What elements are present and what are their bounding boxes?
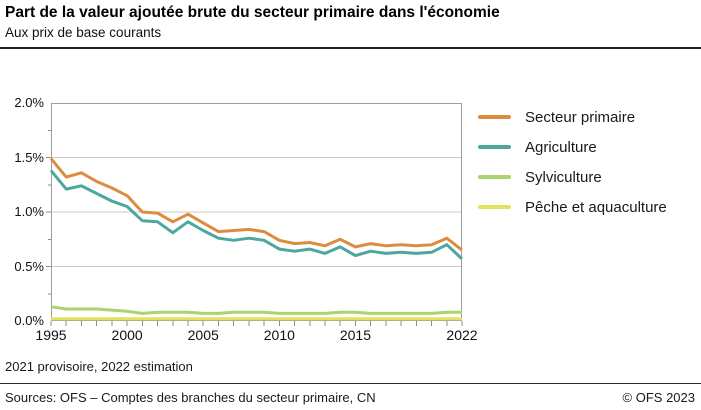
chart-footnote: 2021 provisoire, 2022 estimation: [5, 359, 193, 374]
line-secteur_primaire: [49, 157, 463, 252]
line-sylviculture: [50, 305, 462, 315]
legend-item-sylviculture: Sylviculture: [478, 162, 667, 192]
plot-area: [46, 103, 464, 326]
page-title: Part de la valeur ajoutée brute du secte…: [5, 4, 500, 21]
y-axis-label: 2.0%: [14, 95, 44, 110]
legend-label: Sylviculture: [525, 168, 602, 186]
header-divider: [0, 47, 701, 49]
legend-swatch-agriculture: [478, 145, 511, 149]
legend-label: Pêche et aquaculture: [525, 198, 667, 216]
x-axis-label: 2022: [446, 327, 478, 343]
sources-text: Sources: OFS – Comptes des branches du s…: [5, 390, 376, 405]
legend-label: Secteur primaire: [525, 108, 636, 126]
x-axis-label: 2010: [263, 327, 295, 343]
legend-item-secteur_primaire: Secteur primaire: [478, 102, 667, 132]
plot-border: [51, 103, 462, 321]
legend-item-peche_aquaculture: Pêche et aquaculture: [478, 192, 667, 222]
legend-swatch-secteur_primaire: [478, 115, 511, 119]
legend-item-agriculture: Agriculture: [478, 132, 667, 162]
chart-legend: Secteur primaire Agriculture Sylviculture P…: [478, 102, 667, 222]
chart-canvas: [46, 103, 464, 326]
x-axis-label: 2015: [339, 327, 372, 343]
line-agriculture: [49, 169, 464, 260]
y-axis-label: 0.5%: [14, 258, 44, 274]
page-subtitle: Aux prix de base courants: [5, 25, 162, 40]
x-axis-label: 2005: [187, 327, 219, 343]
x-axis-label: 2000: [111, 327, 143, 343]
y-axis-label: 1.5%: [14, 149, 44, 165]
legend-label: Agriculture: [525, 138, 597, 156]
y-axis-label: 1.0%: [14, 204, 44, 219]
x-axis-label: 1995: [35, 327, 67, 343]
legend-swatch-peche_aquaculture: [478, 205, 511, 209]
copyright-text: © OFS 2023: [622, 390, 695, 405]
y-axis-label: 0.0%: [14, 313, 44, 328]
legend-swatch-sylviculture: [478, 175, 511, 179]
footer-divider: [0, 383, 701, 384]
